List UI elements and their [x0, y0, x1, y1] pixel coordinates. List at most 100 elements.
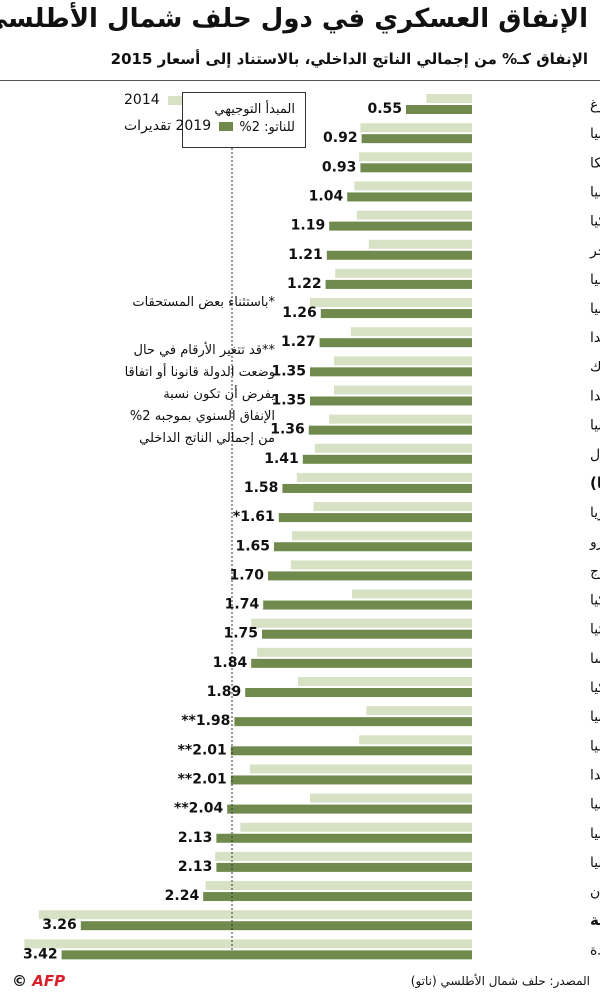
source-note: المصدر: حلف شمال الأطلسي (ناتو) — [410, 974, 590, 988]
category-label: سلوفاكيا — [590, 593, 600, 609]
bar-2014 — [257, 647, 472, 657]
bar-2019 — [347, 192, 472, 202]
category-label: إيطاليا — [590, 272, 600, 288]
bar-2019 — [310, 396, 472, 406]
bar-2019 — [310, 367, 472, 377]
category-label: فرنسا — [590, 651, 600, 667]
bar-2019 — [251, 658, 472, 668]
value-label: 2.13 — [178, 830, 213, 846]
bar-2019 — [227, 804, 472, 814]
guideline-box: المبدأ التوجيهي للناتو: 2% — [182, 92, 306, 148]
category-label: النروج — [590, 563, 600, 579]
header-divider — [0, 80, 600, 81]
value-label: 1.65 — [235, 538, 270, 554]
category-label: أميركا الشمالية — [590, 910, 600, 929]
bar-2019 — [262, 629, 472, 639]
bar-2019 — [282, 483, 472, 493]
bar-2014 — [298, 677, 472, 686]
category-label: بلجيكا — [590, 155, 600, 171]
bar-2014 — [310, 793, 472, 803]
legend-swatch-2014 — [167, 95, 182, 105]
afp-logo-text: AFP — [32, 972, 66, 990]
category-label: لاتفيا — [590, 738, 600, 754]
bar-2019 — [361, 134, 472, 144]
value-label: 0.93 — [322, 159, 357, 175]
value-label: 3.26 — [42, 917, 77, 933]
bar-2019 — [406, 105, 472, 114]
guideline-text-2: للناتو: 2% — [239, 120, 295, 135]
bar-2014 — [334, 385, 472, 395]
bar-2014 — [215, 851, 472, 861]
bar-2014 — [359, 152, 472, 162]
value-label: 2.13 — [178, 859, 213, 875]
bar-2019 — [302, 454, 472, 464]
bar-2014 — [240, 822, 472, 832]
bar-2014 — [296, 472, 472, 482]
category-label: مونتينيغرو — [589, 534, 600, 550]
value-label: 1.19 — [291, 218, 326, 234]
footnote-single-star: *باستثناء بعض المستحقات — [132, 295, 275, 310]
footnote-line: الإنفاق السنوي بموجبه 2% — [129, 409, 275, 424]
category-label: سلوفينيا — [590, 184, 600, 200]
bar-2019 — [268, 571, 472, 581]
category-label: ألبانيا — [590, 299, 600, 317]
legend-label-2014: 2014 — [124, 92, 160, 108]
bar-2014 — [360, 123, 472, 133]
value-label: **2.01 — [178, 742, 227, 758]
bar-2014 — [352, 589, 472, 599]
bars-group — [24, 94, 473, 960]
legend-item-2014: 2014 — [124, 92, 182, 108]
bar-2014 — [205, 881, 472, 891]
bar-2019 — [61, 950, 472, 960]
category-label: المجر — [589, 243, 600, 259]
bar-2014 — [426, 94, 472, 103]
category-label: كندا — [590, 330, 600, 346]
value-label: 1.70 — [229, 567, 264, 583]
bar-2019 — [216, 862, 472, 872]
bar-2014 — [250, 764, 472, 774]
bar-2014 — [292, 531, 472, 541]
bar-2014 — [24, 939, 473, 949]
value-label: 0.55 — [367, 101, 402, 117]
bar-2014 — [354, 181, 472, 191]
value-label: 1.84 — [213, 655, 248, 671]
bar-2019 — [326, 250, 472, 260]
bar-2014 — [251, 618, 472, 628]
bar-2019 — [234, 717, 472, 727]
category-label: إسبانيا — [590, 126, 600, 142]
value-label: 1.74 — [225, 597, 260, 613]
bar-2014 — [335, 268, 472, 278]
footnote-line: وضعت الدولة قانونا أو اتفاقا — [124, 365, 275, 380]
category-label: كرواتيا — [590, 622, 600, 638]
chart-subtitle: الإنفاق كـ% من إجمالي الناتج الداخلي، با… — [110, 50, 588, 68]
footnote-line: **قد تتغير الأرقام في حال — [133, 343, 276, 358]
legend-label-2019: 2019 تقديرات — [124, 118, 212, 134]
bar-2014 — [310, 298, 472, 308]
category-label: ألمانيا — [590, 416, 600, 434]
bar-2019 — [230, 775, 472, 785]
labels-group: لوكسمبورغ 0.55 إسبانيا 0.92 بلجيكا 0.93 سلوفين… — [23, 97, 600, 962]
value-label: 1.27 — [281, 334, 316, 350]
bar-2019 — [203, 892, 472, 902]
guideline-text-1: المبدأ التوجيهي — [214, 102, 295, 117]
value-label: 1.22 — [287, 276, 322, 292]
bar-2019 — [308, 425, 472, 435]
bar-2014 — [329, 414, 472, 424]
value-label: 2.24 — [165, 888, 200, 904]
value-label: 1.26 — [282, 305, 317, 321]
bar-2014 — [38, 910, 473, 920]
value-label: **1.98 — [181, 713, 230, 729]
bar-2014 — [359, 735, 472, 745]
category-label: الناتو (أوروبا) — [590, 473, 600, 492]
footnote-double-star: **قد تتغير الأرقام في حال وضعت الدولة قا… — [5, 340, 275, 450]
bar-2019 — [319, 338, 472, 348]
footnote-line: من إجمالي الناتج الداخلي — [139, 431, 275, 446]
category-label: البرتغال — [590, 447, 600, 463]
bar-2019 — [230, 746, 472, 756]
bar-2019 — [329, 221, 472, 231]
legend-swatch-2019 — [219, 121, 234, 131]
category-label: إستونيا — [590, 826, 600, 842]
value-label: **2.01 — [178, 771, 227, 787]
bar-2014 — [334, 356, 472, 366]
